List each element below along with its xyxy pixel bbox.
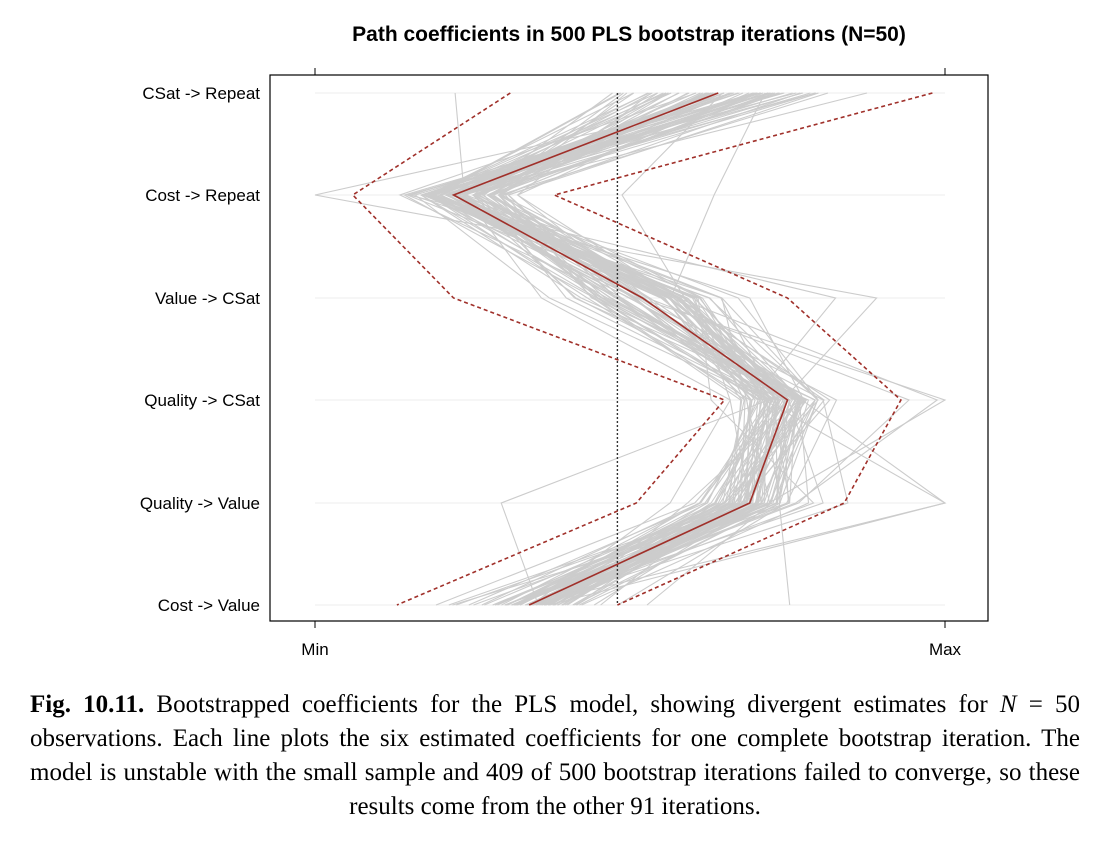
y-axis-labels: CSat -> Repeat Cost -> Repeat Value -> CSa… [140, 84, 260, 615]
bootstrap-line [428, 92, 819, 606]
caption-n-symbol: N [999, 691, 1017, 718]
y-tick-label: Quality -> Value [140, 494, 260, 513]
y-tick-label: Cost -> Value [158, 596, 260, 615]
x-tick-label-min: Min [301, 640, 328, 659]
lower-bound-line [351, 92, 726, 606]
bootstrap-lines [314, 92, 947, 606]
bootstrap-line [478, 92, 911, 606]
bootstrap-line [398, 92, 774, 606]
y-tick-label: Cost -> Repeat [145, 186, 260, 205]
bootstrap-line [438, 92, 777, 606]
plot-frame [269, 74, 989, 622]
bootstrap-line [462, 92, 811, 606]
bootstrap-line [429, 92, 766, 606]
parallel-coordinates-chart: Path coefficients in 500 PLS bootstrap i… [140, 23, 989, 659]
caption-text-2: = 50 observations. Each line plots the s… [30, 691, 1080, 820]
upper-bound-line [552, 92, 933, 606]
summary-lines [351, 92, 933, 606]
y-tick-label: CSat -> Repeat [142, 84, 260, 103]
figure-caption: Fig. 10.11. Bootstrapped coefficients fo… [30, 688, 1080, 824]
x-tick-label-max: Max [929, 640, 962, 659]
bootstrap-line [430, 92, 769, 606]
bootstrap-line [427, 92, 805, 606]
bootstrap-line [501, 92, 947, 606]
caption-text-1: Bootstrapped coefficients for the PLS mo… [144, 691, 1000, 718]
y-tick-label: Quality -> CSat [144, 391, 260, 410]
bootstrap-line [457, 92, 769, 606]
bootstrap-line [473, 92, 780, 606]
bootstrap-line [472, 92, 779, 606]
bootstrap-line [481, 92, 797, 606]
bootstrap-line [432, 92, 762, 606]
median-line [451, 92, 789, 606]
chart-title: Path coefficients in 500 PLS bootstrap i… [352, 23, 906, 46]
caption-label: Fig. 10.11. [30, 691, 145, 718]
bootstrap-line [419, 92, 810, 606]
y-tick-label: Value -> CSat [155, 289, 260, 308]
